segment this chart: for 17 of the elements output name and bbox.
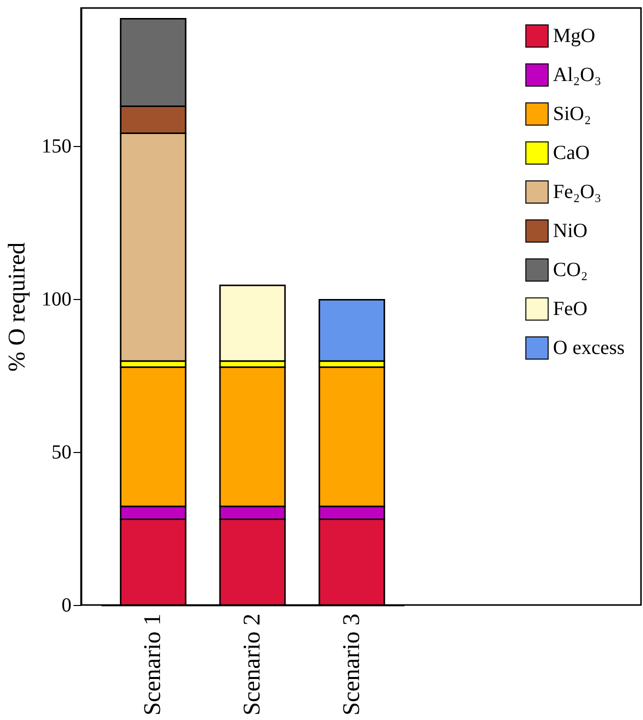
legend-label: Fe₂O₃ xyxy=(553,181,602,203)
x-tick-label: Scenario 3 xyxy=(338,614,365,716)
legend-label: NiO xyxy=(553,220,588,242)
x-tick-label: Scenario 1 xyxy=(140,614,166,716)
y-axis-title: % O required xyxy=(4,242,30,372)
legend-label: Al₂O₃ xyxy=(553,64,602,86)
legend-label: CaO xyxy=(553,142,590,164)
legend-label: MgO xyxy=(553,25,596,47)
y-tick-label: 150 xyxy=(42,135,72,158)
legend-label: CO₂ xyxy=(553,259,588,281)
legend-label: SiO₂ xyxy=(553,103,592,125)
y-tick-label: 0 xyxy=(62,594,72,616)
y-tick-label: 100 xyxy=(42,288,72,310)
y-tick-label: 50 xyxy=(52,441,72,464)
legend-label: FeO xyxy=(553,298,588,320)
x-tick-label: Scenario 2 xyxy=(240,614,266,716)
legend-label: O excess xyxy=(553,337,625,359)
